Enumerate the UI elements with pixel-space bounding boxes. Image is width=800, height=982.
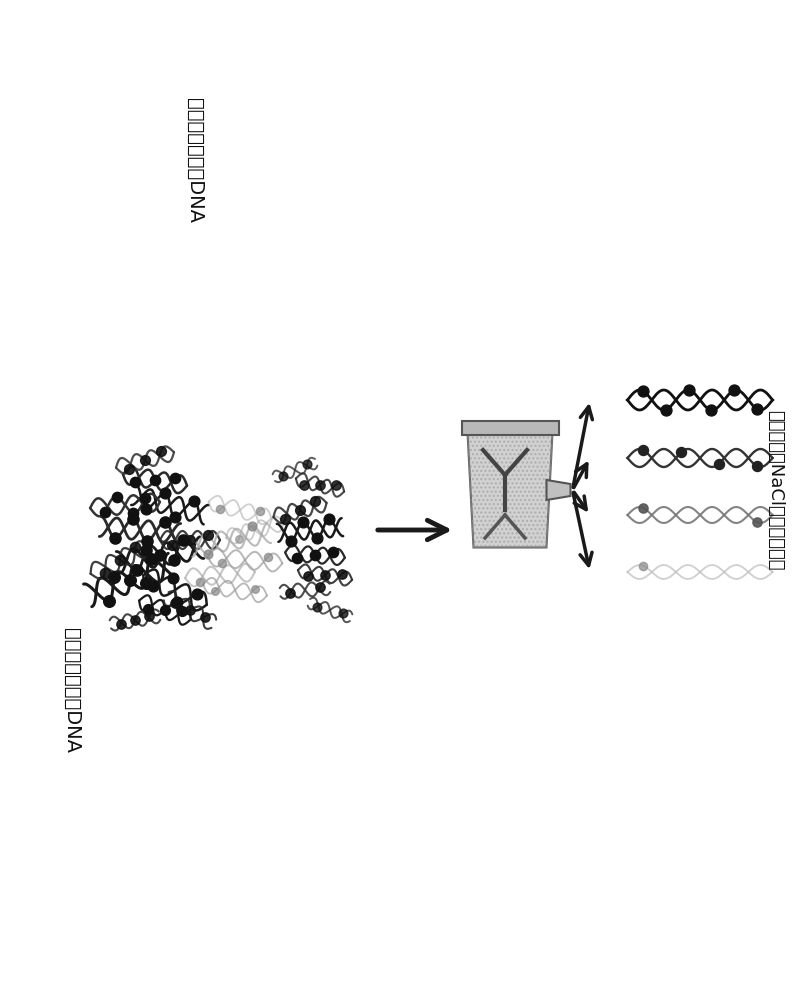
- Point: [114, 552, 126, 568]
- Point: [290, 550, 303, 566]
- Point: [145, 552, 158, 568]
- Point: [337, 605, 350, 621]
- Point: [143, 608, 156, 624]
- Point: [302, 569, 314, 584]
- Point: [314, 477, 326, 493]
- Point: [311, 530, 324, 546]
- Point: [139, 501, 152, 517]
- Point: [154, 443, 167, 459]
- Point: [154, 547, 166, 563]
- Point: [122, 462, 135, 477]
- Point: [126, 512, 139, 527]
- Point: [159, 485, 172, 501]
- Point: [129, 612, 142, 627]
- Point: [214, 502, 226, 518]
- Point: [199, 609, 212, 625]
- Point: [727, 383, 740, 399]
- Point: [308, 493, 321, 509]
- Point: [123, 573, 136, 588]
- Point: [139, 575, 152, 591]
- Point: [314, 579, 326, 595]
- Point: [193, 574, 206, 590]
- Point: [98, 504, 111, 519]
- Point: [713, 456, 726, 471]
- Point: [147, 578, 160, 594]
- Point: [184, 532, 197, 548]
- Point: [158, 602, 171, 618]
- Point: [111, 489, 124, 505]
- Point: [285, 533, 298, 549]
- Point: [168, 596, 181, 612]
- Point: [660, 402, 673, 417]
- Point: [674, 445, 687, 461]
- Point: [98, 566, 111, 581]
- Point: [310, 599, 323, 615]
- Point: [284, 585, 297, 601]
- Point: [202, 527, 214, 543]
- Point: [167, 553, 180, 569]
- Point: [750, 515, 763, 530]
- Point: [322, 512, 335, 527]
- Point: [168, 509, 181, 524]
- Point: [184, 602, 197, 618]
- Point: [254, 503, 266, 518]
- Point: [318, 568, 331, 583]
- Point: [149, 472, 162, 488]
- Point: [637, 442, 650, 458]
- Point: [126, 505, 139, 520]
- Text: 片段化的基因组DNA: 片段化的基因组DNA: [186, 97, 205, 223]
- Point: [209, 583, 222, 599]
- Point: [335, 566, 348, 581]
- Point: [277, 468, 290, 484]
- Point: [682, 382, 695, 398]
- Point: [298, 477, 311, 493]
- Point: [637, 558, 650, 573]
- Text: 分级分离（NaCl浓度依赖性）: 分级分离（NaCl浓度依赖性）: [766, 409, 784, 571]
- Point: [138, 452, 151, 467]
- Point: [750, 401, 763, 416]
- Point: [637, 383, 650, 399]
- Polygon shape: [467, 432, 553, 548]
- Point: [246, 518, 258, 534]
- Point: [130, 563, 143, 578]
- Point: [176, 603, 189, 619]
- Point: [171, 594, 184, 610]
- Point: [296, 514, 309, 529]
- Text: 基于甲基化分离DNA: 基于甲基化分离DNA: [62, 627, 82, 752]
- Point: [141, 533, 154, 549]
- Point: [166, 537, 178, 553]
- Point: [637, 500, 650, 516]
- Point: [329, 477, 342, 493]
- Point: [294, 502, 306, 518]
- Point: [129, 474, 142, 490]
- Point: [139, 490, 152, 506]
- Point: [750, 458, 763, 473]
- Point: [177, 532, 190, 548]
- Polygon shape: [546, 480, 570, 500]
- Point: [202, 546, 214, 562]
- Point: [327, 544, 340, 560]
- Point: [158, 515, 171, 530]
- Point: [142, 601, 154, 617]
- Point: [102, 593, 115, 609]
- Point: [262, 549, 274, 565]
- Point: [166, 571, 179, 586]
- Point: [169, 470, 182, 486]
- Point: [188, 493, 201, 509]
- Point: [705, 402, 718, 417]
- Point: [114, 617, 127, 632]
- Bar: [462, 420, 558, 434]
- Point: [108, 569, 121, 584]
- Point: [129, 539, 142, 555]
- Point: [190, 585, 203, 601]
- Point: [109, 530, 122, 546]
- Point: [140, 542, 153, 558]
- Point: [309, 547, 322, 563]
- Point: [216, 556, 229, 572]
- Point: [249, 581, 262, 597]
- Point: [233, 531, 246, 547]
- Point: [279, 511, 292, 526]
- Point: [301, 456, 314, 471]
